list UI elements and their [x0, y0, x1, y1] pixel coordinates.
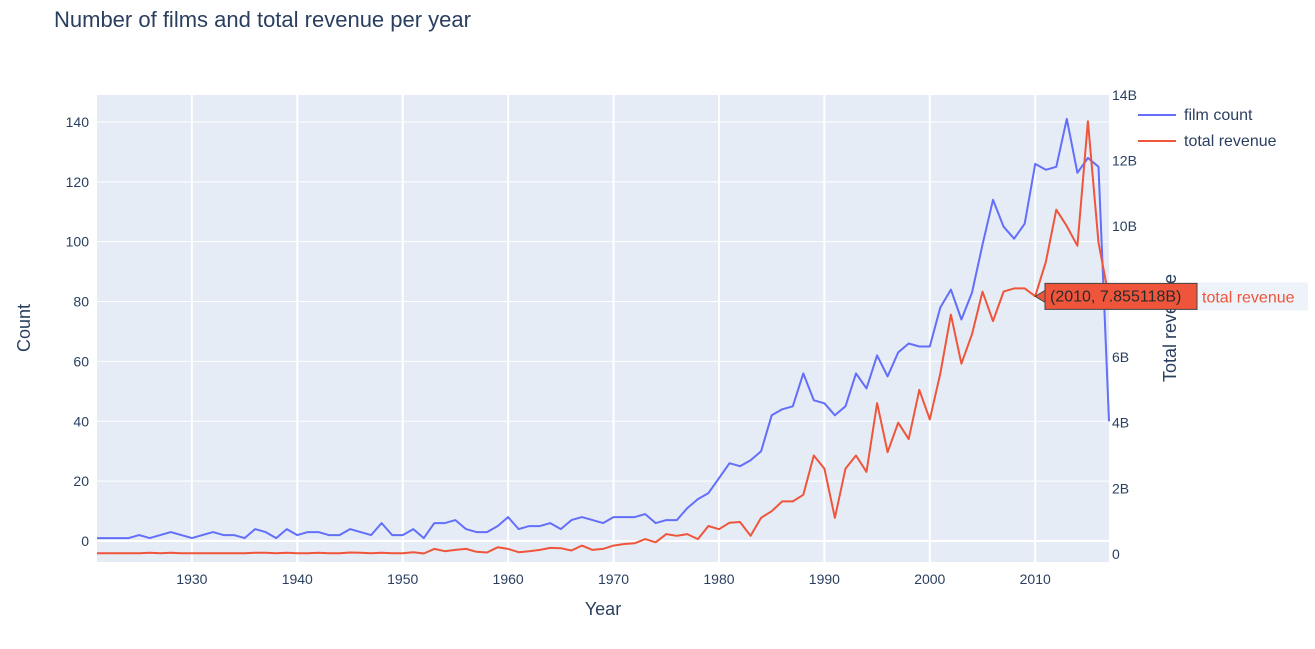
- legend: film count total revenue: [1138, 107, 1277, 150]
- y-axis-title: Count: [14, 304, 34, 352]
- x-gridlines: [190, 95, 1037, 562]
- x-tick-label: 1950: [387, 571, 418, 587]
- hover-series-label-bg: [1180, 282, 1308, 311]
- x-tick-label: 1930: [176, 571, 207, 587]
- hover-series-label: total revenue: [1202, 289, 1295, 306]
- y2-tick-label: 10B: [1112, 218, 1137, 234]
- x-axis-title: Year: [585, 599, 621, 619]
- hover-tooltip: (2010, 7.855118B) total revenue: [1034, 282, 1308, 311]
- series-layer: [97, 117, 1110, 555]
- x-tick-label: 1980: [703, 571, 734, 587]
- y-tick-label: 140: [66, 114, 90, 130]
- y-tick-label: 0: [81, 533, 89, 549]
- chart-title: Number of films and total revenue per ye…: [54, 7, 471, 32]
- y2-tick-label: 14B: [1112, 87, 1137, 103]
- x-tick-label: 1940: [282, 571, 313, 587]
- series-line-total-revenue: [97, 120, 1110, 555]
- y2-tick-labels: 02B4B6B8B10B12B14B: [1112, 87, 1137, 562]
- x-tick-label: 1990: [809, 571, 840, 587]
- y-tick-label: 60: [73, 353, 89, 369]
- y-tick-label: 20: [73, 473, 89, 489]
- y-tick-label: 80: [73, 294, 89, 310]
- x-tick-label: 2000: [914, 571, 945, 587]
- y2-tick-label: 12B: [1112, 153, 1137, 169]
- y-tick-label: 100: [66, 234, 90, 250]
- y2-tick-label: 4B: [1112, 415, 1129, 431]
- x-tick-label: 1960: [493, 571, 524, 587]
- y2-tick-label: 0: [1112, 546, 1120, 562]
- plot-background: [97, 95, 1109, 562]
- y-gridlines: [97, 121, 1109, 543]
- legend-label-film-count: film count: [1184, 107, 1253, 124]
- x-tick-label: 1970: [598, 571, 629, 587]
- hover-box: [1044, 282, 1198, 310]
- x-tick-label: 2010: [1020, 571, 1051, 587]
- x-tick-labels: 1930 1940 1950 1960 1970 1980 1990 2000 2010: [176, 571, 1051, 587]
- y-tick-label: 120: [66, 174, 90, 190]
- y-tick-labels: 0 20 40 60 80 100 120 140: [66, 114, 90, 549]
- hover-value-label: (2010, 7.855118B): [1050, 288, 1181, 305]
- y2-tick-label: 2B: [1112, 480, 1129, 496]
- y-tick-label: 40: [73, 413, 89, 429]
- legend-label-total-revenue: total revenue: [1184, 133, 1277, 150]
- series-line-film-count: [97, 117, 1110, 540]
- y2-tick-label: 6B: [1112, 349, 1129, 365]
